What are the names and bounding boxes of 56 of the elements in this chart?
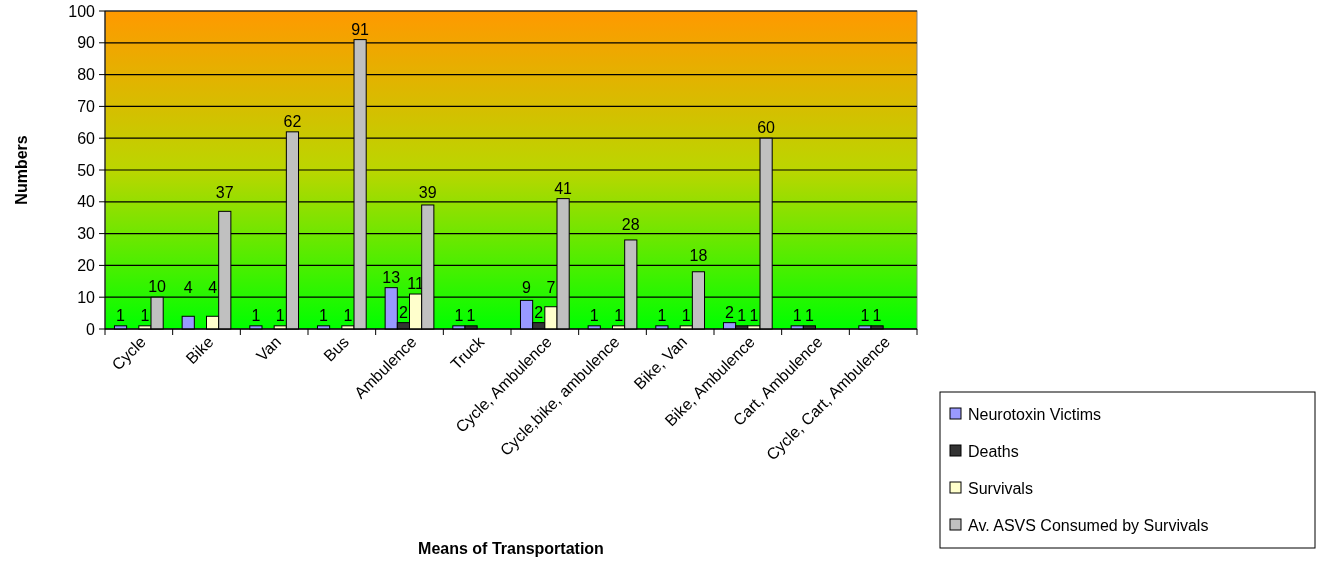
data-label: 1 xyxy=(737,306,747,324)
legend-label: Neurotoxin Victims xyxy=(968,405,1102,423)
y-tick-label: 60 xyxy=(77,129,96,147)
data-label: 1 xyxy=(792,306,802,324)
legend-label: Av. ASVS Consumed by Survivals xyxy=(968,516,1209,534)
data-label: 1 xyxy=(860,306,870,324)
x-tick-label: Bike xyxy=(182,333,217,368)
y-tick-label: 20 xyxy=(77,257,96,274)
data-label: 13 xyxy=(382,268,401,286)
data-label: 1 xyxy=(319,306,329,324)
data-label: 1 xyxy=(589,306,599,324)
y-tick-label: 10 xyxy=(77,288,96,306)
y-tick-label: 100 xyxy=(68,2,96,20)
data-label: 37 xyxy=(215,183,234,201)
x-axis-title: Means of Transportation xyxy=(418,540,604,557)
data-label: 1 xyxy=(275,306,285,324)
data-label: 1 xyxy=(343,306,353,324)
data-label: 1 xyxy=(140,306,150,324)
data-label: 1 xyxy=(872,306,882,324)
data-label: 62 xyxy=(283,112,302,130)
y-tick-label: 90 xyxy=(77,34,96,52)
data-label: 2 xyxy=(534,303,544,321)
y-tick-label: 30 xyxy=(77,225,96,243)
x-tick-label: Van xyxy=(252,333,285,365)
y-tick-label: 40 xyxy=(77,193,96,211)
legend-label: Deaths xyxy=(968,442,1019,460)
legend-label: Survivals xyxy=(968,479,1033,497)
data-label: 39 xyxy=(418,183,437,201)
data-label: 1 xyxy=(614,306,624,324)
data-label: 41 xyxy=(554,179,573,197)
y-axis-title: Numbers xyxy=(13,135,30,205)
data-label: 4 xyxy=(208,279,218,297)
data-label: 1 xyxy=(251,306,261,324)
data-label: 2 xyxy=(398,303,408,321)
data-label: 1 xyxy=(681,306,691,324)
data-label: 91 xyxy=(351,20,370,38)
data-label: 1 xyxy=(116,306,126,324)
data-label: 60 xyxy=(757,119,776,137)
data-label: 1 xyxy=(749,306,759,324)
data-label: 1 xyxy=(804,306,814,324)
data-label: 4 xyxy=(183,279,193,297)
x-tick-label: Bus xyxy=(320,333,352,365)
data-label: 9 xyxy=(522,279,532,297)
data-label: 7 xyxy=(546,279,556,297)
data-label: 1 xyxy=(454,306,464,324)
y-tick-label: 50 xyxy=(77,161,96,179)
data-label: 1 xyxy=(657,306,667,324)
data-label: 1 xyxy=(466,306,476,324)
data-label: 2 xyxy=(725,303,735,321)
y-tick-label: 70 xyxy=(77,98,96,115)
data-label: 10 xyxy=(148,278,167,296)
data-label: 18 xyxy=(689,247,708,265)
y-tick-label: 80 xyxy=(77,66,96,84)
y-tick-label: 0 xyxy=(86,320,96,338)
x-tick-label: Bike, Van xyxy=(630,333,691,393)
data-label: 28 xyxy=(621,215,640,233)
